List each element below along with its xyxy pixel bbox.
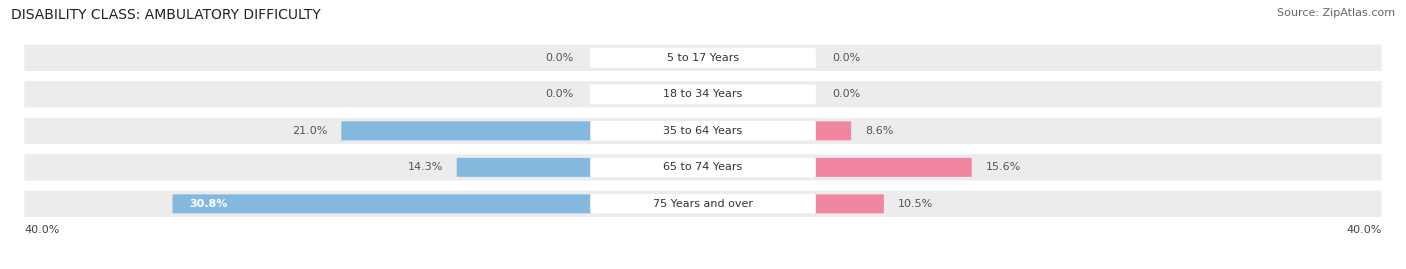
FancyBboxPatch shape xyxy=(24,81,1382,108)
FancyBboxPatch shape xyxy=(703,121,851,140)
Text: 65 to 74 Years: 65 to 74 Years xyxy=(664,162,742,172)
Text: 5 to 17 Years: 5 to 17 Years xyxy=(666,53,740,63)
Text: DISABILITY CLASS: AMBULATORY DIFFICULTY: DISABILITY CLASS: AMBULATORY DIFFICULTY xyxy=(11,8,321,22)
FancyBboxPatch shape xyxy=(703,158,972,177)
FancyBboxPatch shape xyxy=(457,158,703,177)
FancyBboxPatch shape xyxy=(24,154,1382,180)
Text: 0.0%: 0.0% xyxy=(832,89,860,99)
FancyBboxPatch shape xyxy=(591,48,815,68)
FancyBboxPatch shape xyxy=(703,194,884,213)
FancyBboxPatch shape xyxy=(591,84,815,104)
FancyBboxPatch shape xyxy=(591,121,815,141)
FancyBboxPatch shape xyxy=(24,45,1382,71)
Text: 21.0%: 21.0% xyxy=(292,126,328,136)
FancyBboxPatch shape xyxy=(342,121,703,140)
FancyBboxPatch shape xyxy=(24,191,1382,217)
Text: 14.3%: 14.3% xyxy=(408,162,443,172)
Text: 15.6%: 15.6% xyxy=(986,162,1021,172)
Text: 75 Years and over: 75 Years and over xyxy=(652,199,754,209)
Text: 35 to 64 Years: 35 to 64 Years xyxy=(664,126,742,136)
Text: 18 to 34 Years: 18 to 34 Years xyxy=(664,89,742,99)
FancyBboxPatch shape xyxy=(24,118,1382,144)
Text: 0.0%: 0.0% xyxy=(546,89,574,99)
Text: 0.0%: 0.0% xyxy=(832,53,860,63)
FancyBboxPatch shape xyxy=(591,194,815,214)
Text: 8.6%: 8.6% xyxy=(865,126,893,136)
Text: 0.0%: 0.0% xyxy=(546,53,574,63)
Text: 40.0%: 40.0% xyxy=(24,225,60,235)
Text: 10.5%: 10.5% xyxy=(897,199,932,209)
Text: 30.8%: 30.8% xyxy=(190,199,228,209)
FancyBboxPatch shape xyxy=(591,158,815,177)
Text: Source: ZipAtlas.com: Source: ZipAtlas.com xyxy=(1277,8,1395,18)
Text: 40.0%: 40.0% xyxy=(1346,225,1382,235)
FancyBboxPatch shape xyxy=(173,194,703,213)
